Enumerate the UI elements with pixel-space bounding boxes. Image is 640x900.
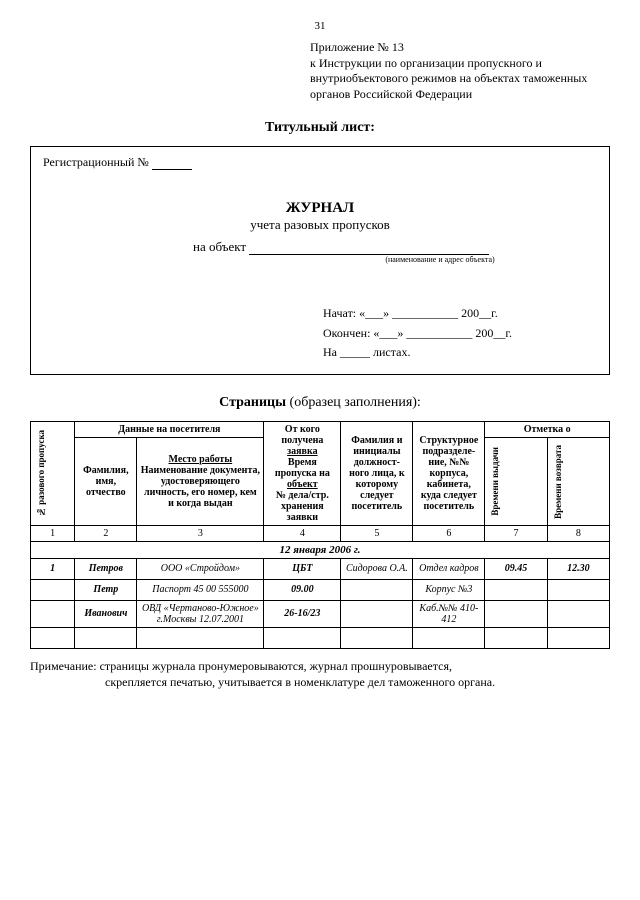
object-caption: (наименование и адрес объекта) <box>283 255 597 264</box>
note-block: Примечание: страницы журнала пронумеровы… <box>30 659 610 690</box>
title-box: Регистрационный № ЖУРНАЛ учета разовых п… <box>30 146 610 375</box>
col8-header: Времени возврата <box>551 441 565 523</box>
cell: Отдел кадров <box>413 558 485 579</box>
date-separator: 12 января 2006 г. <box>31 541 610 558</box>
table-row <box>31 627 610 648</box>
col3-u: Место работы <box>169 454 233 465</box>
attachment-block: Приложение № 13 к Инструкции по организа… <box>310 40 610 102</box>
title-section-label: Титульный лист: <box>30 120 610 136</box>
dates-block: Начат: «___» ___________ 200__г. Окончен… <box>323 304 597 362</box>
journal-block: ЖУРНАЛ учета разовых пропусков <box>43 200 597 233</box>
cell: 09.00 <box>264 579 341 600</box>
pages-title-bold: Страницы <box>219 395 286 410</box>
journal-title: ЖУРНАЛ <box>43 200 597 217</box>
cell <box>485 600 547 627</box>
pages-title: Страницы (образец заполнения): <box>30 395 610 411</box>
n2: 2 <box>75 525 137 541</box>
table-row: Петр Паспорт 45 00 555000 09.00 Корпус №… <box>31 579 610 600</box>
n4: 4 <box>264 525 341 541</box>
cell: Иванович <box>75 600 137 627</box>
cell: ЦБТ <box>264 558 341 579</box>
col1-header: № разового пропуска <box>34 426 48 521</box>
cell: Петр <box>75 579 137 600</box>
col4-u2: объект <box>287 479 318 490</box>
pages-title-rest: (образец заполнения): <box>286 395 421 410</box>
attachment-line2: к Инструкции по организации пропускного … <box>310 56 610 103</box>
col2-header: Фамилия, имя, отчество <box>75 438 137 526</box>
cell: 12.30 <box>547 558 609 579</box>
object-label: на объект <box>193 239 246 254</box>
col5-header: Фамилия и инициалы должност- ного лица, … <box>341 421 413 525</box>
cell: ООО «Стройдом» <box>137 558 264 579</box>
n6: 6 <box>413 525 485 541</box>
n7: 7 <box>485 525 547 541</box>
cell: Паспорт 45 00 555000 <box>137 579 264 600</box>
cell: Корпус №3 <box>413 579 485 600</box>
col3-rest: Наименование документа, удостоверяющего … <box>141 465 260 509</box>
cell: Петров <box>75 558 137 579</box>
cell <box>547 579 609 600</box>
n8: 8 <box>547 525 609 541</box>
date-sheets: На _____ листах. <box>323 343 597 362</box>
table-row: 1 Петров ООО «Стройдом» ЦБТ Сидорова О.А… <box>31 558 610 579</box>
col4-l1: От кого получена <box>281 424 323 446</box>
cell <box>547 600 609 627</box>
object-blank <box>249 242 489 255</box>
reg-label: Регистрационный № <box>43 155 149 169</box>
date-end: Окончен: «___» ___________ 200__г. <box>323 324 597 343</box>
date-start: Начат: «___» ___________ 200__г. <box>323 304 597 323</box>
cell: ОВД «Чертаново-Южное» г.Москвы 12.07.200… <box>137 600 264 627</box>
cell: 09.45 <box>485 558 547 579</box>
cell <box>31 600 75 627</box>
cell: 1 <box>31 558 75 579</box>
journal-subtitle: учета разовых пропусков <box>43 217 597 233</box>
cell <box>341 600 413 627</box>
col7-header: Времени выдачи <box>488 443 502 520</box>
note-line1: Примечание: страницы журнала пронумеровы… <box>30 659 452 673</box>
n3: 3 <box>137 525 264 541</box>
cell: Сидорова О.А. <box>341 558 413 579</box>
cell <box>31 579 75 600</box>
n1: 1 <box>31 525 75 541</box>
cell <box>341 579 413 600</box>
registration-line: Регистрационный № <box>43 155 597 170</box>
col6-header: Структурное подразделе- ние, №№ корпуса,… <box>413 421 485 525</box>
col4-header: От кого получена заявка Время пропуска н… <box>264 421 341 525</box>
col4-l3: № дела/стр. хранения заявки <box>276 490 329 523</box>
col3-header: Место работы Наименование документа, удо… <box>137 438 264 526</box>
cell: Каб.№№ 410-412 <box>413 600 485 627</box>
date-separator-row: 12 января 2006 г. <box>31 541 610 558</box>
cell <box>485 579 547 600</box>
group-mark-header: Отметка о <box>485 421 610 437</box>
object-line: на объект <box>193 239 597 255</box>
group-visitor-header: Данные на посетителя <box>75 421 264 437</box>
table-row: Иванович ОВД «Чертаново-Южное» г.Москвы … <box>31 600 610 627</box>
col4-l2: Время пропуска на <box>275 457 330 479</box>
page-number: 31 <box>30 20 610 32</box>
cell: 26-16/23 <box>264 600 341 627</box>
n5: 5 <box>341 525 413 541</box>
note-line2: скрепляется печатью, учитывается в номен… <box>30 675 610 691</box>
number-row: 1 2 3 4 5 6 7 8 <box>31 525 610 541</box>
reg-number-blank <box>152 157 192 170</box>
attachment-line1: Приложение № 13 <box>310 40 610 56</box>
log-table: № разового пропуска Данные на посетителя… <box>30 421 610 649</box>
col4-u1: заявка <box>287 446 317 457</box>
